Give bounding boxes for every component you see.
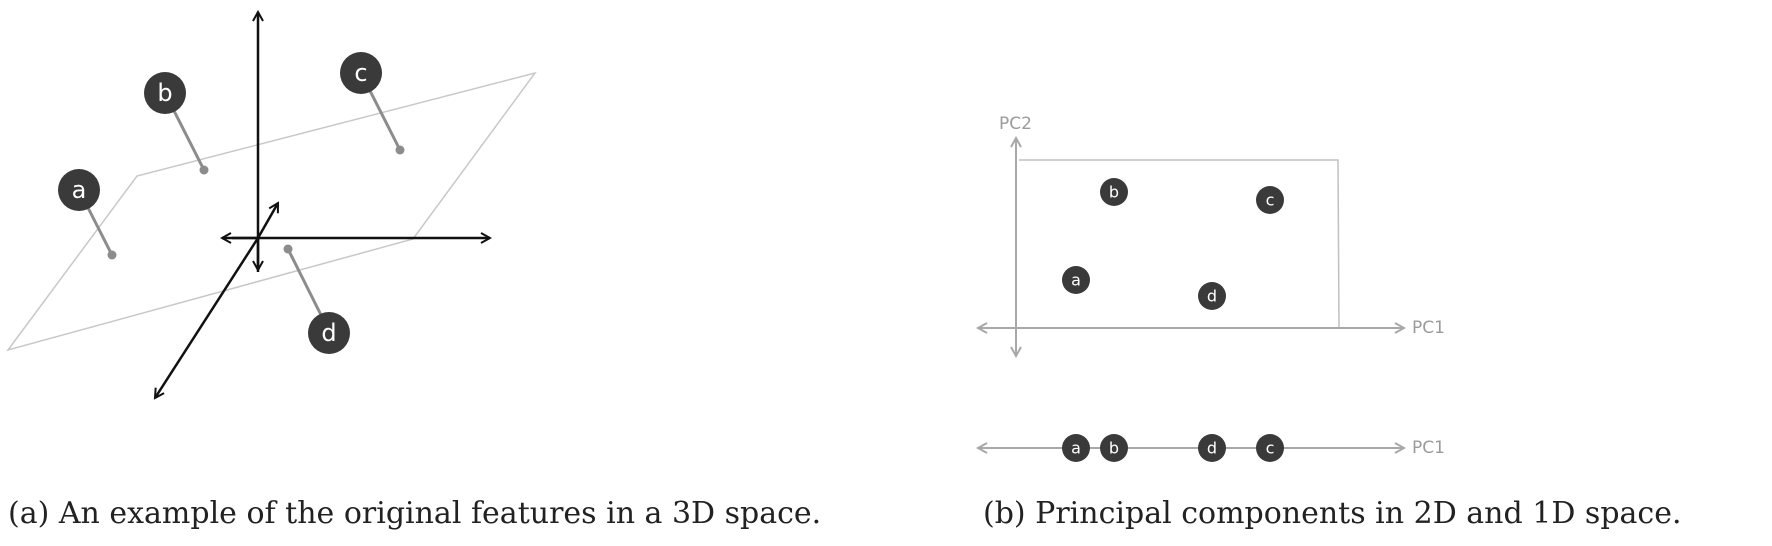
svg-text:b: b <box>1109 183 1119 202</box>
panel-b-principal-components: PC2 PC1 b c a d PC1 a <box>978 114 1445 462</box>
point-b-3d: b <box>144 72 186 114</box>
svg-text:d: d <box>1207 439 1217 458</box>
stem-d-foot <box>283 244 293 254</box>
point-a-3d: a <box>58 169 100 211</box>
svg-text:d: d <box>1207 287 1217 306</box>
svg-text:a: a <box>72 176 87 204</box>
svg-text:a: a <box>1071 439 1081 458</box>
svg-text:a: a <box>1071 271 1081 290</box>
point-b-1d: b <box>1100 434 1128 462</box>
svg-text:b: b <box>1109 439 1119 458</box>
caption-panel-a: (a) An example of the original features … <box>8 496 822 531</box>
pc1-1d-label: PC1 <box>1412 438 1445 458</box>
svg-text:d: d <box>321 319 336 347</box>
svg-text:c: c <box>1266 191 1275 210</box>
svg-text:b: b <box>157 79 172 107</box>
point-c-1d: c <box>1256 434 1284 462</box>
point-d-2d: d <box>1198 282 1226 310</box>
pc1-label: PC1 <box>1412 318 1445 338</box>
point-c-2d: c <box>1256 186 1284 214</box>
stem-b-foot <box>199 165 209 175</box>
projection-plane <box>6 71 537 352</box>
caption-panel-b: (b) Principal components in 2D and 1D sp… <box>983 496 1682 531</box>
pc2-label: PC2 <box>999 114 1032 134</box>
axis-depth-front <box>155 237 260 398</box>
panel-a-3d-space: a b c d <box>6 12 537 398</box>
point-b-2d: b <box>1100 178 1128 206</box>
point-a-2d: a <box>1062 266 1090 294</box>
stem-a-foot <box>107 250 117 260</box>
svg-text:c: c <box>1266 439 1275 458</box>
stem-c-foot <box>395 145 405 155</box>
point-d-3d: d <box>308 312 350 354</box>
pc-2d-frame <box>1019 159 1340 329</box>
projection-stems <box>77 72 405 332</box>
point-a-1d: a <box>1062 434 1090 462</box>
point-c-3d: c <box>340 52 382 94</box>
svg-text:c: c <box>354 59 367 87</box>
axis-depth-back <box>256 203 280 239</box>
point-d-1d: d <box>1198 434 1226 462</box>
